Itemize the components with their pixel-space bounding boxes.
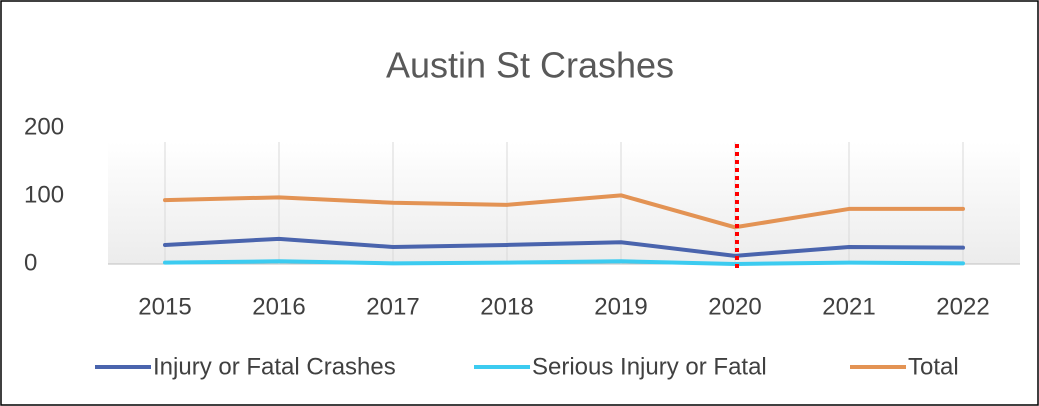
x-tick-label: 2019 bbox=[594, 293, 647, 320]
y-tick-label: 200 bbox=[24, 113, 64, 140]
x-tick-label: 2018 bbox=[480, 293, 533, 320]
x-tick-label: 2017 bbox=[366, 293, 419, 320]
line-series bbox=[163, 259, 965, 266]
x-tick-label: 2020 bbox=[708, 293, 761, 320]
legend-label: Injury or Fatal Crashes bbox=[153, 353, 396, 380]
x-tick-label: 2022 bbox=[936, 293, 989, 320]
line-series bbox=[163, 236, 965, 258]
x-tick-label: 2016 bbox=[252, 293, 305, 320]
legend-label: Serious Injury or Fatal bbox=[532, 353, 767, 380]
chart-title: Austin St Crashes bbox=[386, 45, 674, 86]
x-tick-label: 2015 bbox=[138, 293, 191, 320]
x-tick-label: 2021 bbox=[822, 293, 875, 320]
legend-label: Total bbox=[908, 353, 959, 380]
y-tick-label: 100 bbox=[24, 181, 64, 208]
line-series bbox=[163, 193, 965, 230]
y-tick-label: 0 bbox=[24, 249, 37, 276]
